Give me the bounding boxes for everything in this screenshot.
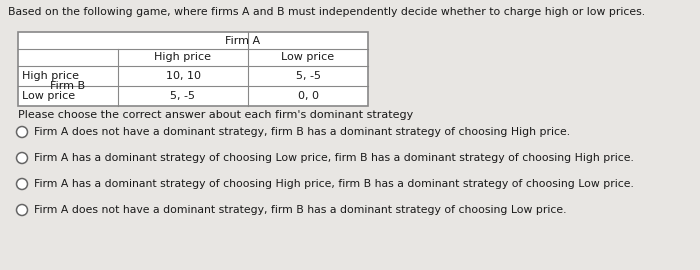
Text: 0, 0: 0, 0 <box>298 91 318 101</box>
Text: Low price: Low price <box>22 91 75 101</box>
Text: Please choose the correct answer about each firm's dominant strategy: Please choose the correct answer about e… <box>18 110 413 120</box>
Circle shape <box>17 153 27 164</box>
Bar <box>18 32 368 106</box>
Circle shape <box>17 178 27 190</box>
Text: Low price: Low price <box>281 52 335 62</box>
Text: Firm B: Firm B <box>50 81 85 91</box>
Text: High price: High price <box>22 71 79 81</box>
Text: Firm A: Firm A <box>225 35 260 46</box>
Text: Firm A does not have a dominant strategy, firm B has a dominant strategy of choo: Firm A does not have a dominant strategy… <box>34 127 570 137</box>
Text: Firm A has a dominant strategy of choosing High price, firm B has a dominant str: Firm A has a dominant strategy of choosi… <box>34 179 634 189</box>
Bar <box>18 32 368 106</box>
Text: Firm A has a dominant strategy of choosing Low price, firm B has a dominant stra: Firm A has a dominant strategy of choosi… <box>34 153 634 163</box>
Text: High price: High price <box>155 52 211 62</box>
Text: 5, -5: 5, -5 <box>171 91 195 101</box>
Text: Firm A does not have a dominant strategy, firm B has a dominant strategy of choo: Firm A does not have a dominant strategy… <box>34 205 566 215</box>
Circle shape <box>17 127 27 137</box>
Text: Based on the following game, where firms A and B must independently decide wheth: Based on the following game, where firms… <box>8 7 645 17</box>
Text: 10, 10: 10, 10 <box>165 71 200 81</box>
Circle shape <box>17 204 27 215</box>
Text: 5, -5: 5, -5 <box>295 71 321 81</box>
